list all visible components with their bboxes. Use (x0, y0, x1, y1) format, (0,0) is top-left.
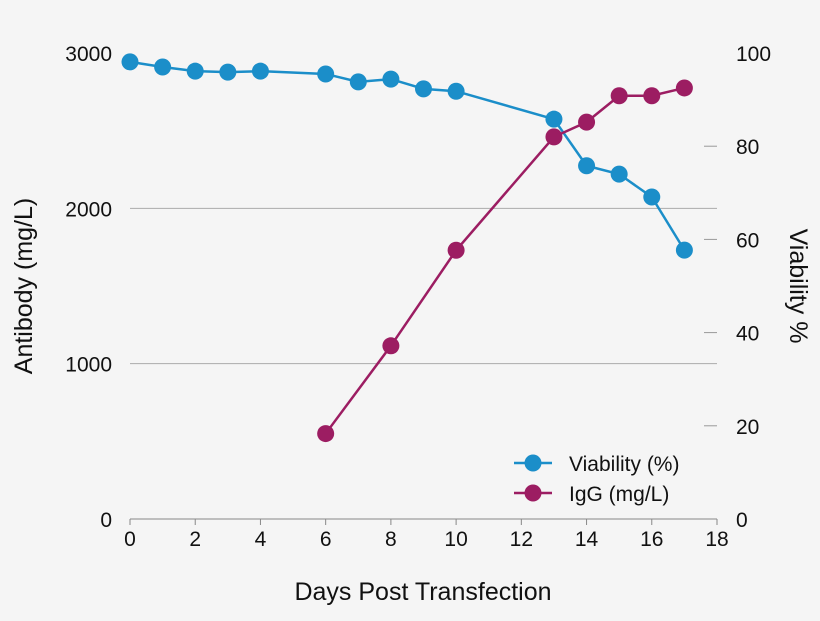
data-point-viability (415, 80, 432, 98)
x-tick-label: 12 (510, 528, 533, 551)
legend-label: Viability (%) (569, 453, 679, 476)
x-tick-label: 18 (705, 528, 728, 551)
y-axis-label: Antibody (mg/L) (10, 198, 38, 374)
y-tick-label: 1000 (65, 354, 112, 377)
y-tick-label: 0 (100, 509, 112, 532)
data-point-viability (675, 241, 693, 259)
data-point-igg (675, 79, 693, 97)
legend-marker (524, 484, 542, 502)
y2-tick-label: 80 (736, 136, 759, 159)
data-point-igg (643, 87, 661, 105)
data-point-viability (447, 82, 465, 100)
data-point-viability (186, 62, 204, 80)
series-line-viability (129, 60, 686, 251)
x-tick-label: 16 (640, 528, 663, 551)
data-point-viability (610, 165, 628, 183)
data-point-igg (610, 87, 628, 105)
y2-tick-label: 20 (736, 416, 759, 439)
y2-axis-label: Viability % (784, 229, 812, 344)
grid (130, 207, 717, 520)
data-point-viability (382, 70, 400, 88)
series-line-igg (324, 86, 685, 435)
legend-label: IgG (mg/L) (569, 483, 669, 506)
data-point-viability (154, 58, 172, 76)
y-tick-label: 3000 (65, 43, 112, 66)
data-point-igg (545, 128, 563, 146)
data-point-viability (121, 53, 139, 71)
legend: Viability (%) IgG (mg/L) (514, 453, 679, 506)
x-tick-label: 10 (444, 528, 467, 551)
data-point-viability (317, 65, 335, 83)
x-tick-label: 14 (575, 528, 599, 551)
data-point-viability (545, 110, 563, 128)
y2-tick-label: 100 (736, 43, 771, 66)
data-point-viability (349, 73, 367, 91)
y2-tick-label: 60 (736, 229, 759, 252)
data-point-viability (219, 63, 237, 81)
x-tick-label: 8 (385, 528, 397, 551)
data-point-igg (447, 241, 465, 259)
data-point-igg (578, 113, 596, 131)
x-tick-label: 4 (255, 528, 267, 551)
y-tick-label: 2000 (65, 198, 112, 221)
x-axis-label: Days Post Transfection (294, 578, 551, 606)
x-tick-label: 2 (189, 528, 201, 551)
data-point-viability (251, 62, 269, 80)
y2-tick-label: 40 (736, 323, 759, 346)
x-tick-label: 0 (124, 528, 136, 551)
data-point-viability (578, 157, 596, 175)
x-tick-label: 6 (320, 528, 332, 551)
data-point-viability (643, 188, 661, 206)
data-point-igg (382, 337, 400, 355)
legend-marker (524, 454, 542, 472)
y2-tick-label: 0 (736, 509, 748, 532)
data-point-igg (317, 425, 335, 443)
